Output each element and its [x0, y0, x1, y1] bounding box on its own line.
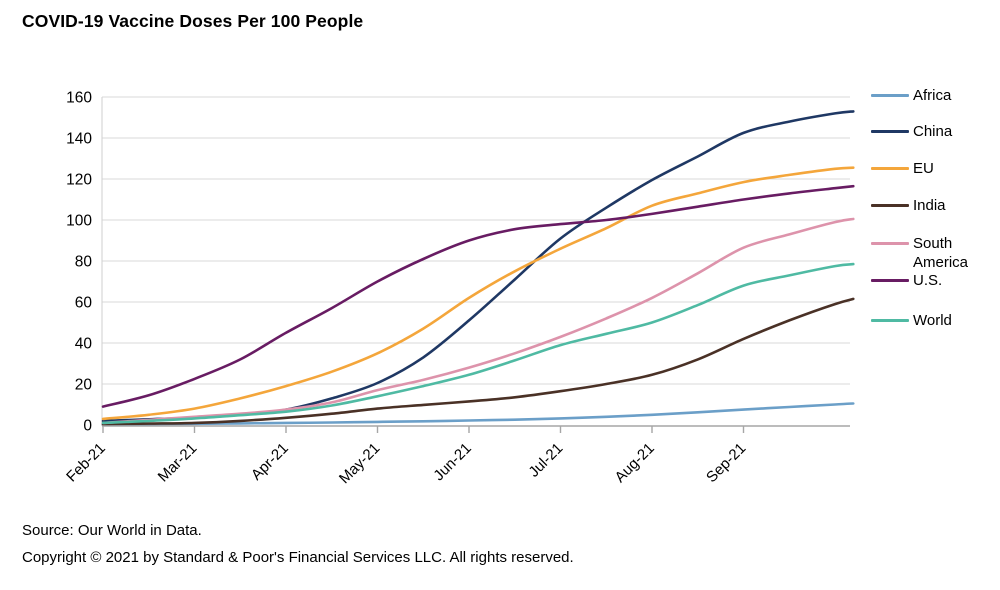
source-note: Source: Our World in Data. [22, 522, 202, 539]
legend-label-eu: EU [913, 160, 934, 177]
series-line-south-america [101, 217, 855, 425]
legend-item-eu: EU [871, 159, 934, 178]
chart-title: COVID-19 Vaccine Doses Per 100 People [22, 11, 364, 31]
y-tick-label-160: 160 [66, 90, 92, 107]
legend-label-south-america: South America [913, 235, 969, 271]
legend-item-africa: Africa [871, 86, 951, 105]
y-tick-label-60: 60 [75, 295, 93, 312]
y-tick-label-20: 20 [75, 377, 93, 394]
vaccine-doses-line-chart: 0 20 40 60 80 100 120 140 160 Feb-21 Mar-21 Apr-21 M… [63, 90, 855, 487]
legend-swatch-world [871, 319, 909, 322]
series-line-india [101, 297, 855, 426]
legend-label-world: World [913, 312, 952, 329]
legend-item-south-america: South America [871, 234, 987, 272]
legend-swatch-south-america [871, 242, 909, 245]
series-line-china [101, 110, 855, 423]
x-tick-label-mar-21: Mar-21 [155, 440, 201, 486]
y-tick-label-80: 80 [75, 254, 93, 271]
x-tick-label-jun-21: Jun-21 [430, 440, 474, 484]
legend-label-africa: Africa [913, 87, 952, 104]
legend-item-u-s: U.S. [871, 271, 942, 290]
x-tick-label-aug-21: Aug-21 [612, 440, 658, 486]
series-line-world [101, 262, 855, 425]
legend-item-india: India [871, 196, 946, 215]
y-tick-label-0: 0 [83, 418, 92, 435]
y-tick-label-120: 120 [66, 172, 92, 189]
legend-label-u-s: U.S. [913, 272, 943, 289]
copyright-note: Copyright © 2021 by Standard & Poor's Fi… [22, 549, 574, 566]
series-line-u-s [101, 184, 855, 408]
legend-swatch-u-s [871, 279, 909, 282]
legend-swatch-africa [871, 94, 909, 97]
legend-swatch-china [871, 130, 909, 133]
x-tick-label-sep-21: Sep-21 [703, 440, 749, 486]
legend-label-china: China [913, 123, 953, 140]
legend-item-world: World [871, 311, 952, 330]
series-line-africa [101, 402, 855, 426]
y-tick-label-100: 100 [66, 213, 92, 230]
series-line-eu [101, 166, 855, 421]
legend-item-china: China [871, 122, 952, 141]
x-tick-label-may-21: May-21 [336, 440, 383, 487]
legend-label-india: India [913, 197, 946, 214]
legend-swatch-eu [871, 167, 909, 170]
x-tick-label-feb-21: Feb-21 [63, 440, 109, 486]
y-tick-label-140: 140 [66, 131, 92, 148]
x-tick-label-jul-21: Jul-21 [525, 440, 566, 481]
y-tick-label-40: 40 [75, 336, 93, 353]
legend-swatch-india [871, 204, 909, 207]
x-tick-label-apr-21: Apr-21 [248, 440, 292, 484]
